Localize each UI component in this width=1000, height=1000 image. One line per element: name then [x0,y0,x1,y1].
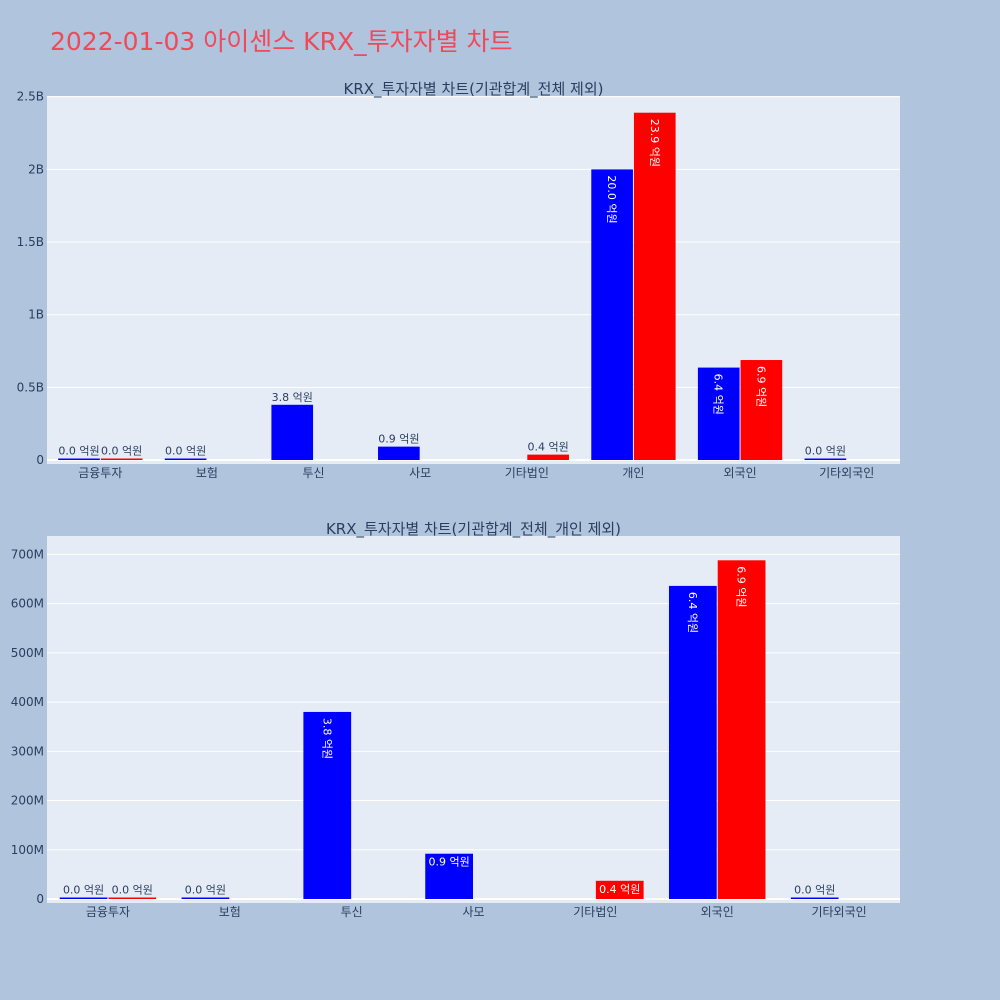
bar [164,458,207,460]
bar-data-label: 0.9 억원 [378,433,419,446]
bar [633,112,676,460]
y-tick-label: 2B [28,162,44,176]
y-tick-label: 500M [11,646,44,660]
bar-data-label: 0.0 억원 [58,445,99,458]
x-tick-label: 투신 [303,466,325,480]
bar [181,897,230,899]
x-tick-label: 외국인 [724,466,757,480]
y-tick-label: 0.5B [17,380,44,394]
x-tick-label: 사모 [462,905,484,919]
bar [591,169,633,461]
bar [527,454,569,460]
bar [58,458,100,460]
x-tick-label: 기타법인 [573,905,617,919]
y-tick-label: 700M [11,547,44,561]
y-tick-label: 100M [11,843,44,857]
x-tick-label: 기타외국인 [811,905,866,919]
bar-data-label: 6.4 억원 [686,592,699,633]
bar-data-label: 6.4 억원 [712,374,725,415]
y-tick-label: 300M [11,744,44,758]
bar [740,360,783,460]
bar [303,711,352,899]
x-tick-label: 사모 [409,466,431,480]
bar-data-label: 0.0 억원 [794,884,835,897]
bar-data-label: 0.0 억원 [63,884,104,897]
bar-data-label: 0.0 억원 [805,445,846,458]
bar-data-label: 0.0 억원 [101,445,142,458]
x-tick-label: 금융투자 [78,466,122,480]
x-tick-label: 투신 [341,905,363,919]
bar-data-label: 6.9 억원 [754,366,767,407]
x-tick-label: 보험 [196,466,218,480]
x-tick-label: 개인 [622,466,644,480]
bar [108,897,157,899]
y-tick-label: 400M [11,695,44,709]
x-tick-label: 기타외국인 [819,466,874,480]
y-tick-label: 0 [36,892,44,906]
y-tick-label: 600M [11,597,44,611]
bar [59,897,108,899]
bar-data-label: 6.9 억원 [735,566,748,607]
bar-data-label: 0.4 억원 [528,441,569,454]
bar [100,458,143,460]
chart-title: KRX_투자자별 차트(기관합계_전체 제외) [344,80,604,99]
bar [271,404,314,460]
bar-data-label: 20.0 억원 [605,175,618,223]
y-tick-label: 1B [28,308,44,322]
bar-data-label: 0.0 억원 [185,884,226,897]
bar [378,446,420,460]
y-tick-label: 2.5B [17,90,44,104]
y-tick-label: 1.5B [17,235,44,249]
bar-data-label: 3.8 억원 [272,391,313,404]
chart-title: KRX_투자자별 차트(기관합계_전체_개인 제외) [326,520,621,539]
chart-investor-excl-individual: 0 100M 200M 300M 400M 500M 600M 700M KRX_투자자별 차트… [11,520,900,919]
bar [717,560,766,899]
bar [425,853,473,899]
x-tick-label: 금융투자 [86,905,130,919]
bar-data-label: 23.9 억원 [648,119,661,167]
bar [595,880,644,899]
bar-data-label: 0.4 억원 [599,883,640,896]
y-tick-label: 0 [36,453,44,467]
bar-data-label: 0.0 억원 [112,884,153,897]
bar [668,585,717,899]
x-tick-label: 보험 [219,905,241,919]
bar [790,897,839,899]
chart-investor-all: 0 0.5B 1B 1.5B 2B 2.5B KRX_투자자별 차트(기관합계_전체 제외)… [17,80,900,480]
plot-area [47,536,900,903]
x-tick-label: 기타법인 [505,466,549,480]
y-tick-label: 200M [11,794,44,808]
bar-data-label: 0.0 억원 [165,445,206,458]
bar [804,458,847,460]
x-tick-label: 외국인 [701,905,734,919]
page-title: 2022-01-03 아이센스 KRX_투자자별 차트 [50,27,513,56]
bar-data-label: 3.8 억원 [320,718,333,759]
bar [697,367,740,460]
bar-data-label: 0.9 억원 [429,856,470,869]
